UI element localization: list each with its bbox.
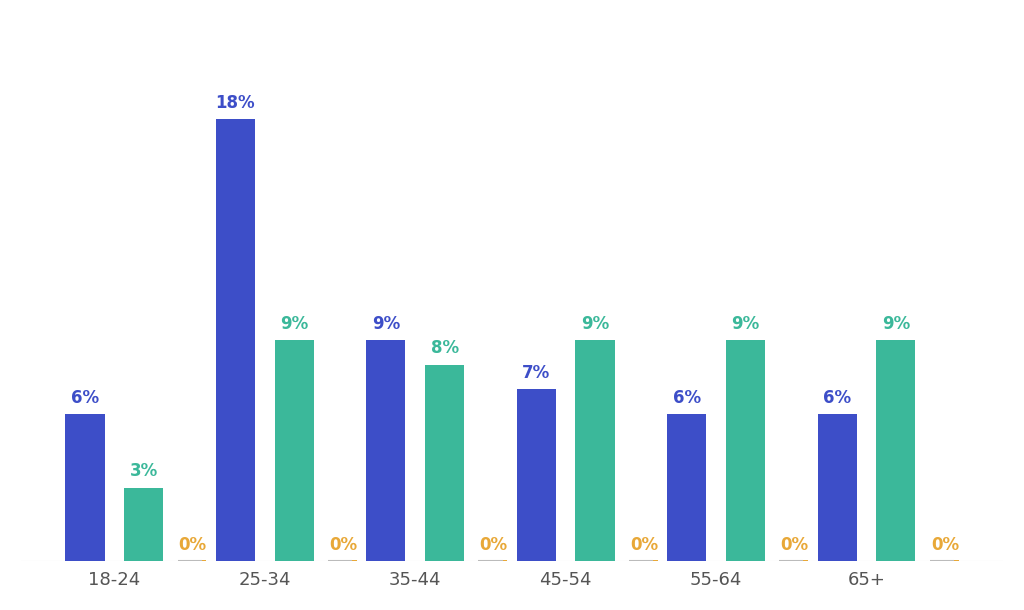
Text: 0%: 0% [630,536,658,554]
Text: 7%: 7% [522,364,551,382]
Bar [66,414,104,561]
Text: 3%: 3% [130,462,158,480]
Text: 6%: 6% [823,389,851,407]
Text: 9%: 9% [372,315,400,333]
Text: 0%: 0% [329,536,357,554]
Bar [517,389,556,561]
Text: 0%: 0% [178,536,207,554]
Bar [726,340,765,561]
Text: 9%: 9% [882,315,910,333]
Text: 9%: 9% [731,315,760,333]
Text: 9%: 9% [581,315,609,333]
Text: 6%: 6% [71,389,99,407]
Text: 9%: 9% [280,315,308,333]
Bar [425,365,464,561]
Bar [216,119,255,561]
Text: 0%: 0% [479,536,508,554]
Bar [274,340,313,561]
Text: 8%: 8% [430,340,459,357]
Bar [367,340,406,561]
Text: 18%: 18% [216,94,255,112]
Bar [818,414,857,561]
Text: 0%: 0% [931,536,958,554]
Text: 0%: 0% [780,536,808,554]
Text: 6%: 6% [673,389,700,407]
Bar [668,414,707,561]
Bar [575,340,614,561]
Bar [124,488,163,561]
Bar [877,340,915,561]
